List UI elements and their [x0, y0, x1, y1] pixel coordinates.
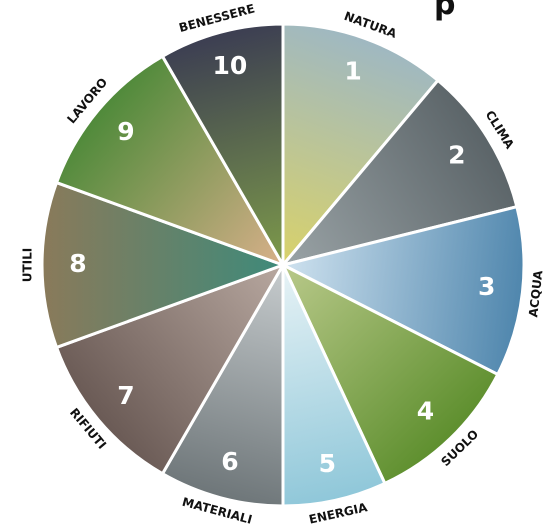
segment-group	[42, 24, 524, 506]
partial-title: p	[434, 0, 455, 22]
label-acqua: ACQUA	[526, 269, 545, 318]
number-benessere: 10	[213, 51, 248, 80]
number-acqua: 3	[478, 272, 495, 301]
number-rifiuti: 7	[117, 381, 134, 410]
number-lavoro: 9	[117, 117, 134, 146]
number-natura: 1	[344, 56, 361, 85]
number-clima: 2	[448, 140, 465, 169]
number-suolo: 4	[417, 396, 434, 425]
number-materiali: 6	[221, 447, 238, 476]
number-energia: 5	[319, 449, 336, 478]
label-utili: UTILI	[21, 248, 35, 283]
number-utili: 8	[69, 249, 86, 278]
